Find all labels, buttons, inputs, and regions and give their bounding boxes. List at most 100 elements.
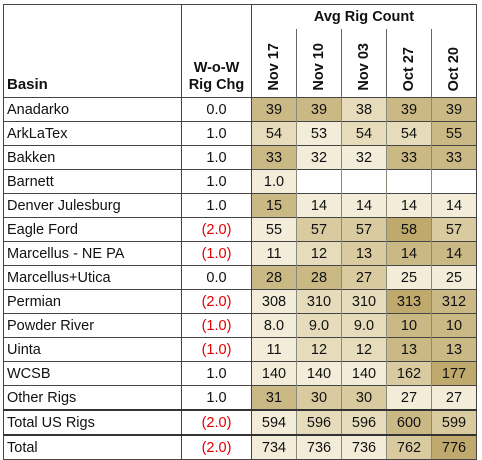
rig-count-cell: 9.0 <box>296 313 342 338</box>
table-row: Permian (2.0) 308 310 310 313 312 <box>3 289 477 314</box>
wow-change-cell: (2.0) <box>181 409 252 435</box>
table-row: Marcellus+Utica 0.0 28 28 27 25 25 <box>3 265 477 290</box>
basin-name-cell: Marcellus - NE PA <box>3 241 182 266</box>
rig-count-cell: 1.0 <box>251 169 297 194</box>
rig-count-cell: 12 <box>296 241 342 266</box>
rig-count-cell: 8.0 <box>251 313 297 338</box>
rig-count-cell: 27 <box>386 385 432 410</box>
rig-table-body: Anadarko 0.0 39 39 38 39 39 ArkLaTex 1.0 54 53 54 54… <box>3 97 477 460</box>
rig-count-cell: 14 <box>386 241 432 266</box>
rig-count-cell: 14 <box>296 193 342 218</box>
rig-count-cell: 11 <box>251 337 297 362</box>
rig-count-table: Basin W-o-W Rig Chg Avg Rig Count Nov 17… <box>3 4 477 460</box>
rig-count-cell: 58 <box>386 217 432 242</box>
rig-count-cell: 308 <box>251 289 297 314</box>
basin-name-cell: Eagle Ford <box>3 217 182 242</box>
wow-change-cell: (1.0) <box>181 337 252 362</box>
rig-count-cell: 12 <box>296 337 342 362</box>
rig-count-cell: 25 <box>431 265 477 290</box>
rig-count-cell: 39 <box>431 97 477 122</box>
date-header-label: Oct 27 <box>401 46 417 91</box>
rig-count-cell: 10 <box>431 313 477 338</box>
rig-count-cell: 310 <box>341 289 387 314</box>
basin-name-cell: Denver Julesburg <box>3 193 182 218</box>
date-column-header: Nov 17 <box>251 29 297 98</box>
rig-count-cell: 54 <box>386 121 432 146</box>
basin-name-cell: Total US Rigs <box>3 409 182 435</box>
rig-count-cell: 140 <box>251 361 297 386</box>
rig-count-cell: 10 <box>386 313 432 338</box>
wow-change-cell: 1.0 <box>181 121 252 146</box>
wow-change-cell: 1.0 <box>181 361 252 386</box>
date-header-label: Nov 17 <box>266 43 282 91</box>
basin-name-cell: Powder River <box>3 313 182 338</box>
rig-count-cell <box>296 169 342 194</box>
rig-count-cell: 30 <box>296 385 342 410</box>
rig-count-cell: 12 <box>341 337 387 362</box>
table-row: ArkLaTex 1.0 54 53 54 54 55 <box>3 121 477 146</box>
rig-count-cell: 39 <box>251 97 297 122</box>
wow-change-column-header: W-o-W Rig Chg <box>181 4 252 98</box>
basin-name-cell: Marcellus+Utica <box>3 265 182 290</box>
wow-change-header-line1: W-o-W <box>193 60 240 76</box>
rig-count-cell: 594 <box>251 409 297 435</box>
rig-count-cell: 33 <box>386 145 432 170</box>
avg-rig-count-group-header: Avg Rig Count <box>251 4 477 29</box>
rig-count-cell: 33 <box>431 145 477 170</box>
wow-change-cell: (2.0) <box>181 434 252 460</box>
rig-count-cell: 13 <box>386 337 432 362</box>
table-row: Denver Julesburg 1.0 15 14 14 14 14 <box>3 193 477 218</box>
rig-count-cell: 13 <box>341 241 387 266</box>
rig-count-cell: 596 <box>341 409 387 435</box>
rig-count-cell: 28 <box>296 265 342 290</box>
total-us-row: Total US Rigs (2.0) 594 596 596 600 599 <box>3 409 477 435</box>
rig-count-cell: 734 <box>251 434 297 460</box>
date-column-header: Nov 03 <box>341 29 387 98</box>
date-column-header: Nov 10 <box>296 29 342 98</box>
basin-name-cell: Permian <box>3 289 182 314</box>
rig-count-cell: 313 <box>386 289 432 314</box>
rig-count-cell: 27 <box>341 265 387 290</box>
date-column-header: Oct 27 <box>386 29 432 98</box>
wow-change-cell: 1.0 <box>181 169 252 194</box>
date-header-label: Oct 20 <box>446 46 462 91</box>
total-row: Total (2.0) 734 736 736 762 776 <box>3 434 477 460</box>
wow-change-cell: 0.0 <box>181 97 252 122</box>
wow-change-cell: (2.0) <box>181 289 252 314</box>
rig-count-cell: 38 <box>341 97 387 122</box>
rig-count-cell: 57 <box>341 217 387 242</box>
date-header-label: Nov 10 <box>311 43 327 91</box>
table-row: Powder River (1.0) 8.0 9.0 9.0 10 10 <box>3 313 477 338</box>
table-row: Anadarko 0.0 39 39 38 39 39 <box>3 97 477 122</box>
table-row: Eagle Ford (2.0) 55 57 57 58 57 <box>3 217 477 242</box>
rig-count-cell: 33 <box>251 145 297 170</box>
table-row: Uinta (1.0) 11 12 12 13 13 <box>3 337 477 362</box>
basin-name-cell: WCSB <box>3 361 182 386</box>
rig-count-cell: 15 <box>251 193 297 218</box>
rig-count-cell: 736 <box>341 434 387 460</box>
rig-count-cell: 39 <box>386 97 432 122</box>
rig-count-cell: 55 <box>431 121 477 146</box>
rig-count-cell: 53 <box>296 121 342 146</box>
rig-count-cell: 14 <box>341 193 387 218</box>
table-row: Other Rigs 1.0 31 30 30 27 27 <box>3 385 477 410</box>
rig-count-cell: 28 <box>251 265 297 290</box>
basin-name-cell: Anadarko <box>3 97 182 122</box>
wow-change-cell: 0.0 <box>181 265 252 290</box>
basin-name-cell: ArkLaTex <box>3 121 182 146</box>
rig-count-cell: 14 <box>431 241 477 266</box>
rig-count-cell: 312 <box>431 289 477 314</box>
rig-count-cell <box>341 169 387 194</box>
rig-count-cell: 32 <box>341 145 387 170</box>
date-column-header: Oct 20 <box>431 29 477 98</box>
table-row: WCSB 1.0 140 140 140 162 177 <box>3 361 477 386</box>
wow-change-cell: (1.0) <box>181 313 252 338</box>
table-row: Barnett 1.0 1.0 <box>3 169 477 194</box>
basin-name-cell: Bakken <box>3 145 182 170</box>
rig-count-cell: 776 <box>431 434 477 460</box>
table-row: Bakken 1.0 33 32 32 33 33 <box>3 145 477 170</box>
rig-count-cell: 600 <box>386 409 432 435</box>
rig-count-cell: 39 <box>296 97 342 122</box>
wow-change-cell: 1.0 <box>181 193 252 218</box>
